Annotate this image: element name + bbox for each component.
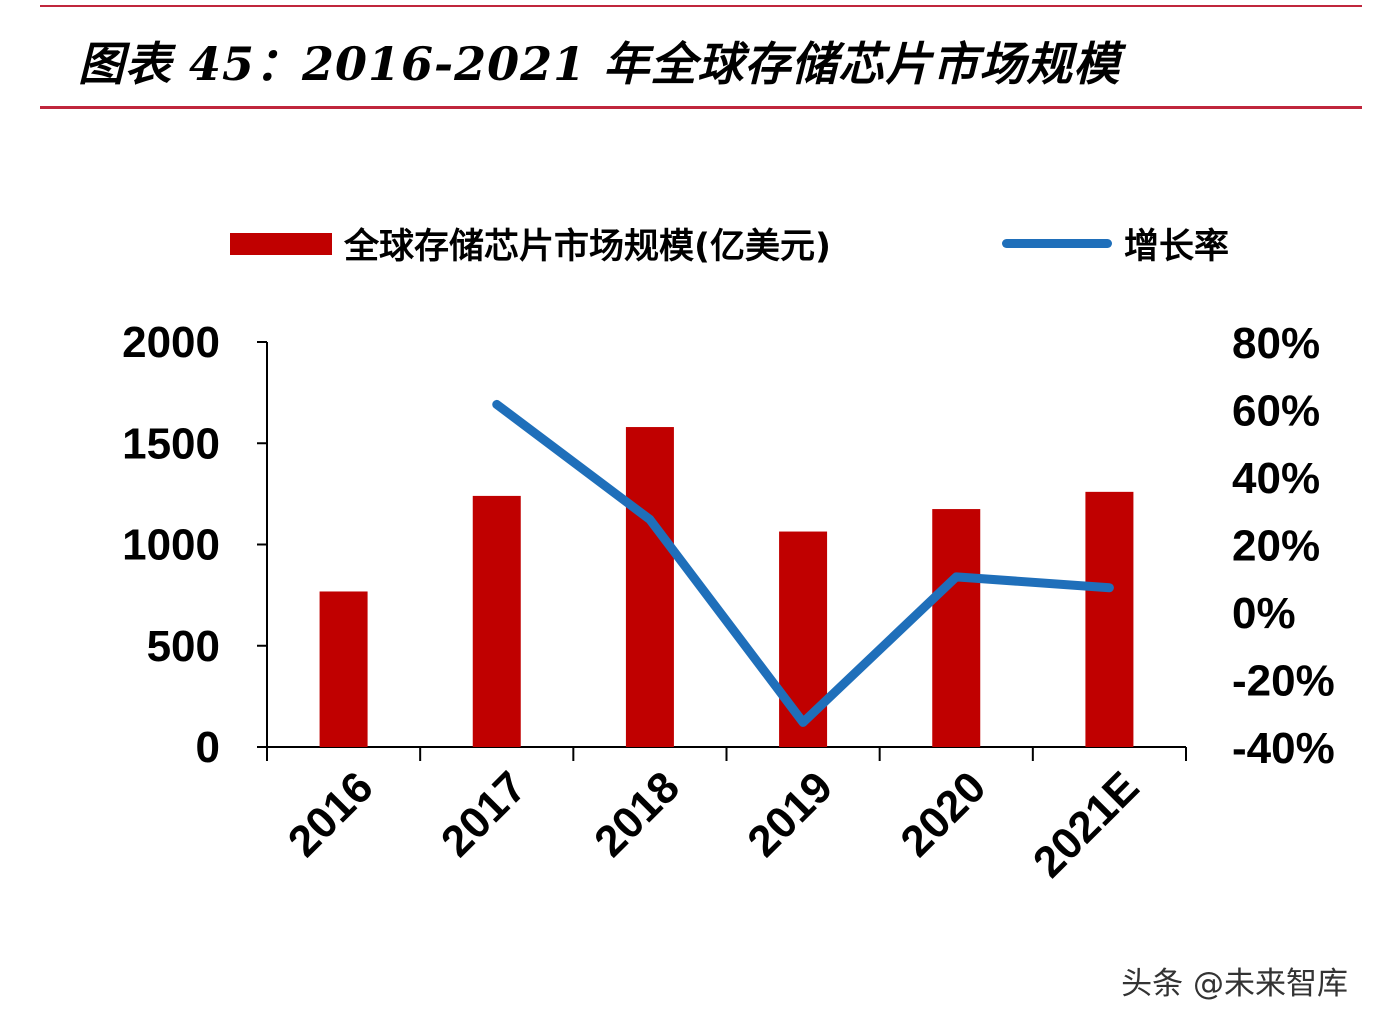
x-tick-label: 2018 (585, 762, 689, 866)
legend-item-market-size: 全球存储芯片市场规模(亿美元) (230, 218, 831, 269)
bar (625, 427, 674, 747)
y-left-tick-label: 500 (147, 622, 220, 671)
y-right-tick-label: -20% (1232, 657, 1335, 706)
legend-swatch-bar (230, 232, 332, 255)
y-left-tick-label: 2000 (122, 318, 220, 367)
growth-rate-point (802, 721, 804, 723)
bar (1085, 491, 1134, 747)
growth-rate-point (1108, 587, 1110, 589)
legend-label-market-size: 全球存储芯片市场规模(亿美元) (344, 227, 831, 267)
y-left-tick-label: 0 (196, 723, 220, 772)
x-tick-label: 2019 (738, 762, 842, 866)
y-right-tick-label: 20% (1232, 522, 1320, 571)
legend-swatch-line (1002, 239, 1112, 248)
bar (472, 495, 521, 747)
legend-label-growth-rate: 增长率 (1124, 227, 1230, 267)
growth-rate-point (955, 576, 957, 578)
y-right-tick-label: 40% (1232, 454, 1320, 503)
y-right-tick-label: 80% (1232, 319, 1320, 368)
bar (932, 509, 981, 747)
y-right-tick-label: 0% (1232, 589, 1296, 638)
x-tick-label: 2020 (891, 762, 995, 866)
y-left-tick-label: 1000 (122, 521, 220, 570)
bar (319, 591, 368, 747)
growth-rate-point (649, 519, 651, 521)
y-right-tick-label: 60% (1232, 387, 1320, 436)
growth-rate-point (496, 403, 498, 405)
bar (779, 531, 828, 747)
chart-title: 图表 45：2016-2021 年全球存储芯片市场规模 (78, 37, 1121, 91)
x-tick-label: 2017 (432, 762, 536, 866)
y-left-tick-label: 1500 (122, 419, 220, 468)
y-right-tick-label: -40% (1232, 724, 1335, 773)
legend: 全球存储芯片市场规模(亿美元) 增长率 (0, 218, 1378, 268)
x-tick-label: 2016 (279, 762, 383, 866)
top-rule (40, 5, 1362, 7)
legend-item-growth-rate: 增长率 (1002, 218, 1229, 269)
title-rule (40, 106, 1362, 109)
watermark: 头条 @未来智库 (1121, 966, 1348, 1002)
x-tick-label: 2021E (1024, 762, 1149, 887)
